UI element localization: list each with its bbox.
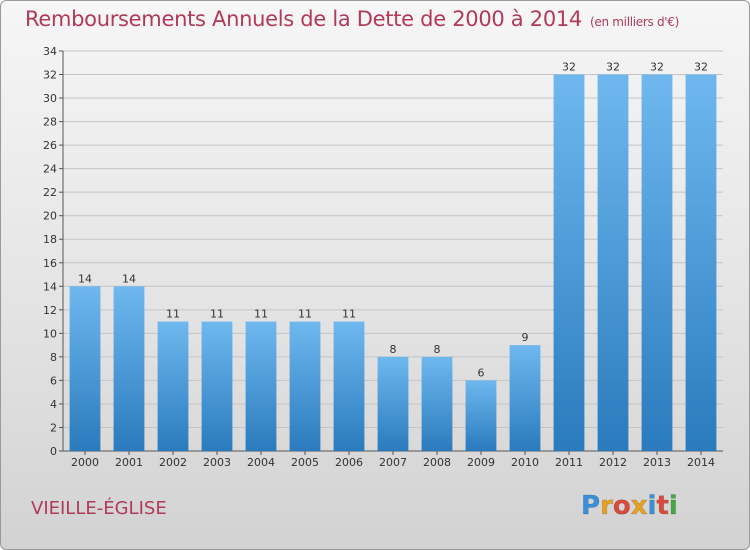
y-tick-label: 2 [50,421,57,434]
bar-2004 [245,321,277,451]
bar-2008 [421,356,453,451]
bar-2010 [509,345,541,451]
chart-title-text: Remboursements Annuels de la Dette de 20… [25,7,582,31]
data-label-2006: 11 [342,308,356,321]
logo-letter: r [600,491,613,522]
location-name: VIEILLE-ÉGLISE [31,498,167,519]
bars [69,74,717,451]
y-tick-label: 16 [43,257,57,270]
data-label-2005: 11 [298,308,312,321]
bar-2013 [641,74,673,451]
y-tick-label: 28 [43,116,57,129]
x-tick-label-2005: 2005 [291,456,319,469]
data-label-2009: 6 [478,366,485,379]
x-tick-label-2012: 2012 [599,456,627,469]
data-label-2000: 14 [78,272,92,285]
data-label-2008: 8 [434,343,441,356]
proxiti-logo[interactable]: Proxiti [581,491,678,522]
y-tick-label: 12 [43,304,57,317]
bar-2000 [69,286,101,451]
x-tick-label-2001: 2001 [115,456,143,469]
y-tick-label: 14 [43,280,57,293]
x-tick-label-2011: 2011 [555,456,583,469]
bar-2011 [553,74,585,451]
bar-2006 [333,321,365,451]
data-label-2012: 32 [606,61,620,74]
labels: 0246810121416182022242628303234142000142… [43,45,715,469]
y-tick-label: 8 [50,351,57,364]
chart-title: Remboursements Annuels de la Dette de 20… [25,7,679,31]
x-tick-label-2002: 2002 [159,456,187,469]
bar-2009 [465,380,497,451]
y-tick-label: 24 [43,163,57,176]
y-tick-label: 10 [43,327,57,340]
x-tick-label-2004: 2004 [247,456,275,469]
data-label-2001: 14 [122,272,136,285]
data-label-2003: 11 [210,308,224,321]
x-tick-label-2006: 2006 [335,456,363,469]
x-tick-label-2003: 2003 [203,456,231,469]
y-tick-label: 34 [43,45,57,58]
logo-letter: i [647,491,657,522]
x-tick-label-2014: 2014 [687,456,715,469]
data-label-2002: 11 [166,308,180,321]
y-tick-label: 4 [50,398,57,411]
y-tick-label: 20 [43,210,57,223]
chart-unit-subtitle: (en milliers d'€) [590,15,680,29]
data-label-2014: 32 [694,61,708,74]
y-tick-label: 32 [43,69,57,82]
data-label-2013: 32 [650,61,664,74]
logo-letter: t [656,491,669,522]
x-tick-label-2009: 2009 [467,456,495,469]
bar-2014 [685,74,717,451]
bar-2007 [377,356,409,451]
bar-2012 [597,74,629,451]
y-tick-label: 22 [43,186,57,199]
logo-letter: o [612,491,631,522]
data-label-2007: 8 [390,343,397,356]
y-tick-label: 18 [43,233,57,246]
y-tick-label: 0 [50,445,57,458]
data-label-2010: 9 [522,331,529,344]
bar-2001 [113,286,145,451]
logo-letter: P [581,491,601,522]
data-label-2011: 32 [562,61,576,74]
x-tick-label-2010: 2010 [511,456,539,469]
bar-2002 [157,321,189,451]
y-tick-label: 26 [43,139,57,152]
bar-2003 [201,321,233,451]
x-tick-label-2007: 2007 [379,456,407,469]
logo-letter: x [630,491,648,522]
data-label-2004: 11 [254,308,268,321]
x-tick-label-2013: 2013 [643,456,671,469]
y-tick-label: 30 [43,92,57,105]
logo-letter: i [668,491,678,522]
bar-2005 [289,321,321,451]
y-tick-label: 6 [50,374,57,387]
x-tick-label-2008: 2008 [423,456,451,469]
x-tick-label-2000: 2000 [71,456,99,469]
